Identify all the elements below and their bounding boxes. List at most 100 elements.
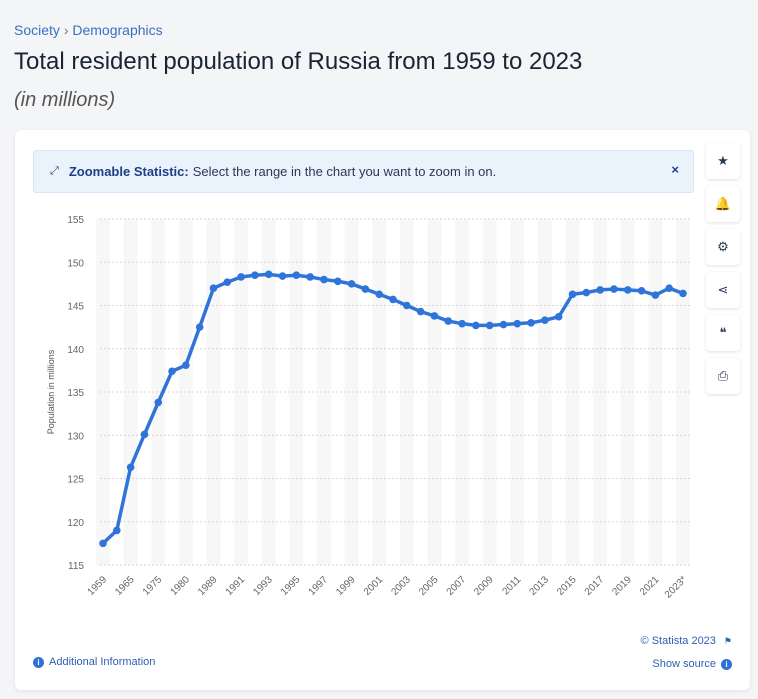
data-point[interactable] <box>499 320 508 329</box>
breadcrumb-separator: › <box>63 22 69 38</box>
info-icon: i <box>33 656 44 668</box>
breadcrumb-society[interactable]: Society <box>14 22 60 38</box>
data-point[interactable] <box>154 398 163 407</box>
data-point[interactable] <box>416 307 425 316</box>
data-point[interactable] <box>679 289 687 298</box>
data-point[interactable] <box>320 275 328 284</box>
close-banner-button[interactable]: × <box>671 162 679 177</box>
quote-button[interactable]: ❝ <box>706 315 740 351</box>
y-tick-label: 155 <box>67 215 84 226</box>
y-tick-label: 135 <box>67 388 84 399</box>
zoomable-banner: ⤢ Zoomable Statistic: Select the range i… <box>33 150 694 193</box>
data-point[interactable] <box>292 271 301 280</box>
y-tick-label: 120 <box>67 518 84 529</box>
data-point[interactable] <box>99 539 107 548</box>
data-point[interactable] <box>651 291 660 299</box>
gear-button[interactable]: ⚙ <box>706 229 740 265</box>
page-title: Total resident population of Russia from… <box>14 48 583 75</box>
data-point[interactable] <box>333 277 342 286</box>
x-tick-label: 2019 <box>610 574 634 598</box>
quote-icon: ❝ <box>719 325 727 340</box>
data-point[interactable] <box>306 273 314 281</box>
x-tick-label: 2001 <box>362 574 386 598</box>
y-tick-label: 140 <box>67 345 84 356</box>
star-icon: ★ <box>717 153 729 168</box>
banner-label: Zoomable Statistic: <box>68 164 189 179</box>
x-tick-label: 1997 <box>307 574 331 598</box>
data-point[interactable] <box>209 284 218 293</box>
data-point[interactable] <box>251 271 259 280</box>
data-point[interactable] <box>264 270 273 279</box>
breadcrumb-demographics[interactable]: Demographics <box>72 22 163 38</box>
x-tick-label: 2009 <box>472 574 496 598</box>
data-point[interactable] <box>527 319 535 327</box>
data-point[interactable] <box>278 272 287 280</box>
additional-information-label: Additional Information <box>49 656 156 668</box>
data-point[interactable] <box>610 285 618 293</box>
y-tick-label: 115 <box>68 561 84 572</box>
data-point[interactable] <box>485 321 494 330</box>
copyright-label: © Statista 2023 <box>640 635 716 647</box>
data-point[interactable] <box>361 285 370 293</box>
statista-copyright[interactable]: © Statista 2023 ⚑ <box>641 635 732 647</box>
data-point[interactable] <box>568 290 577 299</box>
share-button[interactable]: ⋖ <box>706 272 740 308</box>
show-source-label: Show source <box>652 658 716 670</box>
x-tick-label: 1975 <box>141 574 165 598</box>
data-point[interactable] <box>541 316 549 325</box>
x-tick-label: 1989 <box>196 574 220 598</box>
bell-icon: 🔔 <box>714 196 732 211</box>
data-point[interactable] <box>596 286 604 294</box>
x-tick-label: 1993 <box>251 574 275 598</box>
data-point[interactable] <box>168 367 176 376</box>
data-point[interactable] <box>140 430 149 439</box>
y-axis-label: Population in millions <box>46 349 56 434</box>
flag-icon: ⚑ <box>723 635 732 646</box>
data-point[interactable] <box>582 288 591 297</box>
x-tick-label: 2005 <box>417 574 441 598</box>
x-tick-label: 2013 <box>528 574 552 598</box>
data-point[interactable] <box>472 321 480 330</box>
data-point[interactable] <box>375 290 383 299</box>
print-button[interactable]: ⎙ <box>706 358 740 394</box>
breadcrumb: Society › Demographics <box>14 22 163 38</box>
expand-icon: ⤢ <box>50 165 59 177</box>
data-point[interactable] <box>113 526 121 535</box>
x-tick-label: 1959 <box>86 574 110 598</box>
x-tick-label: 1999 <box>334 574 358 598</box>
bell-button[interactable]: 🔔 <box>706 186 740 222</box>
data-point[interactable] <box>403 301 411 310</box>
additional-information-link[interactable]: i Additional Information <box>33 656 155 668</box>
data-point[interactable] <box>458 319 466 328</box>
star-button[interactable]: ★ <box>706 143 740 179</box>
banner-text: Select the range in the chart you want t… <box>192 164 497 179</box>
data-point[interactable] <box>126 463 135 472</box>
x-tick-label: 2021 <box>638 574 662 598</box>
x-tick-label: 1965 <box>113 574 137 598</box>
y-tick-label: 150 <box>67 258 84 269</box>
data-point[interactable] <box>637 286 646 295</box>
data-point[interactable] <box>347 280 356 288</box>
data-point[interactable] <box>444 317 453 325</box>
x-tick-label: 1980 <box>168 574 192 598</box>
x-tick-label: 2003 <box>389 574 413 598</box>
show-source-link[interactable]: Show source i <box>652 658 732 670</box>
x-tick-label: 1991 <box>224 574 248 598</box>
data-point[interactable] <box>554 312 563 321</box>
data-point[interactable] <box>430 312 439 320</box>
data-point[interactable] <box>389 295 397 304</box>
y-tick-label: 145 <box>67 302 84 313</box>
column-band <box>648 219 663 565</box>
data-point[interactable] <box>182 361 190 369</box>
data-point[interactable] <box>223 278 232 286</box>
data-point[interactable] <box>623 286 632 294</box>
data-point[interactable] <box>195 323 204 331</box>
data-point[interactable] <box>513 319 522 328</box>
x-tick-label: 2011 <box>500 574 523 597</box>
column-band <box>676 219 690 565</box>
print-icon: ⎙ <box>717 368 729 383</box>
page-subtitle: (in millions) <box>14 89 116 111</box>
data-point[interactable] <box>665 284 673 293</box>
data-point[interactable] <box>237 273 245 281</box>
